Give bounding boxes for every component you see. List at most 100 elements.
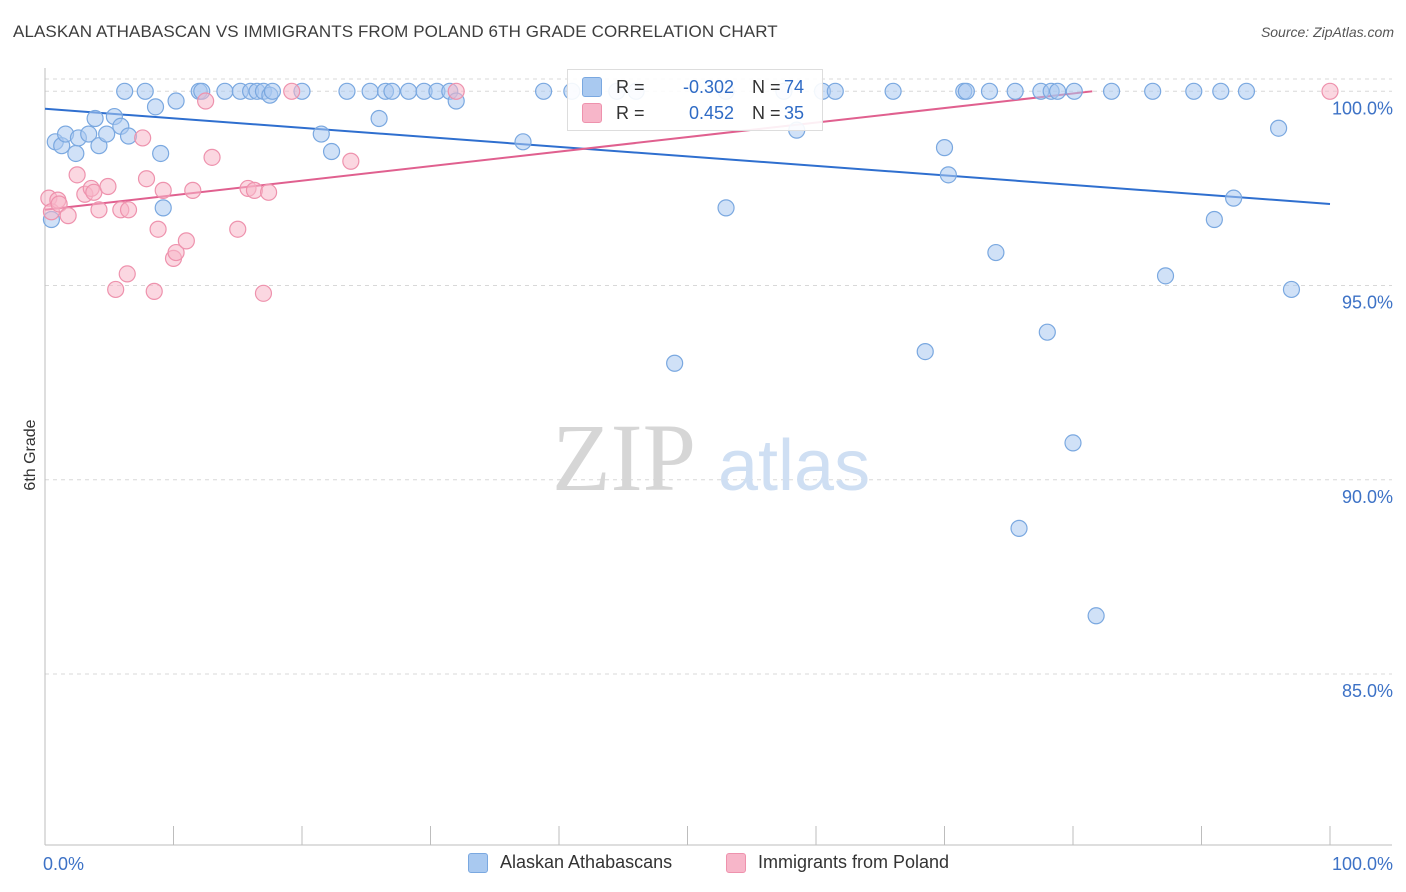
data-point-pink bbox=[50, 195, 68, 213]
points-layer bbox=[40, 82, 1339, 625]
data-point-blue bbox=[1225, 189, 1243, 207]
y-tick-label: 100.0% bbox=[1332, 98, 1393, 118]
watermark-atlas: atlas bbox=[718, 426, 870, 506]
data-point-pink bbox=[149, 220, 167, 238]
stats-legend: R = -0.302 N = 74 R = 0.452 N = 35 bbox=[567, 69, 823, 131]
data-point-blue bbox=[935, 139, 954, 157]
legend-item-pink[interactable]: Immigrants from Poland bbox=[726, 852, 949, 873]
data-point-blue bbox=[939, 166, 957, 184]
data-point-pink bbox=[107, 280, 125, 299]
stats-swatch-pink bbox=[582, 103, 602, 123]
watermark-zip: ZIP bbox=[552, 404, 696, 511]
legend-label-blue: Alaskan Athabascans bbox=[500, 852, 673, 872]
stats-row-pink: R = 0.452 N = 35 bbox=[582, 101, 804, 125]
y-tick-label: 90.0% bbox=[1342, 487, 1393, 507]
y-axis-label: 6th Grade bbox=[22, 419, 39, 490]
data-point-pink bbox=[119, 201, 138, 219]
data-point-pink bbox=[254, 284, 273, 302]
data-point-blue bbox=[98, 125, 116, 143]
data-point-pink bbox=[137, 170, 156, 188]
data-point-pink bbox=[283, 82, 301, 100]
data-point-blue bbox=[1006, 82, 1024, 100]
data-point-blue bbox=[1038, 323, 1056, 341]
legend-label-pink: Immigrants from Poland bbox=[758, 852, 950, 872]
data-point-blue bbox=[534, 82, 553, 100]
stats-row-blue: R = -0.302 N = 74 bbox=[582, 75, 804, 99]
data-point-blue bbox=[1087, 607, 1105, 625]
legend-swatch-blue bbox=[468, 852, 488, 873]
data-point-blue bbox=[1065, 82, 1083, 100]
data-point-blue bbox=[338, 82, 356, 100]
x-tick-label: 100.0% bbox=[1332, 854, 1393, 874]
data-point-blue bbox=[1185, 82, 1203, 100]
y-tick-label: 85.0% bbox=[1342, 681, 1393, 701]
data-point-pink bbox=[59, 207, 77, 225]
data-point-blue bbox=[322, 142, 341, 161]
data-point-pink bbox=[167, 243, 185, 262]
data-point-pink bbox=[203, 148, 221, 166]
data-point-blue bbox=[666, 354, 684, 372]
watermark: ZIP atlas bbox=[552, 404, 870, 511]
trend-line-blue bbox=[44, 107, 1331, 205]
data-point-blue bbox=[1212, 82, 1230, 100]
data-point-pink bbox=[154, 181, 172, 199]
grid-layer bbox=[45, 78, 1392, 675]
data-point-blue bbox=[216, 82, 234, 100]
data-point-pink bbox=[1321, 82, 1339, 100]
data-point-blue bbox=[1237, 82, 1256, 100]
data-point-blue bbox=[136, 82, 154, 100]
data-point-pink bbox=[229, 220, 247, 238]
data-point-blue bbox=[1144, 82, 1162, 100]
legend-item-blue[interactable]: Alaskan Athabascans bbox=[468, 852, 672, 873]
data-point-pink bbox=[90, 201, 108, 219]
data-point-pink bbox=[177, 232, 195, 250]
data-point-blue bbox=[361, 82, 379, 100]
data-point-blue bbox=[1048, 82, 1067, 100]
data-point-blue bbox=[1269, 119, 1288, 137]
data-point-blue bbox=[1102, 82, 1121, 100]
stats-r-value-pink: 0.452 bbox=[688, 102, 734, 123]
data-point-blue bbox=[1064, 434, 1082, 452]
data-point-pink bbox=[259, 183, 278, 201]
data-point-pink bbox=[134, 129, 152, 147]
data-point-blue bbox=[916, 343, 934, 361]
stats-r-label: R = bbox=[616, 76, 645, 97]
data-point-blue bbox=[119, 127, 138, 145]
data-point-blue bbox=[86, 109, 104, 128]
y-tick-label: 95.0% bbox=[1342, 293, 1393, 313]
data-point-blue bbox=[146, 98, 165, 116]
data-point-blue bbox=[67, 144, 85, 163]
trend-layer bbox=[44, 90, 1331, 211]
data-point-blue bbox=[717, 199, 735, 217]
stats-n-value-pink: 35 bbox=[784, 102, 805, 123]
x-tick-label: 0.0% bbox=[43, 854, 84, 874]
data-point-blue bbox=[826, 82, 844, 100]
tick-label-layer: 85.0% 90.0% 95.0% 100.0% 0.0% 100.0% bbox=[43, 98, 1393, 874]
data-point-pink bbox=[145, 282, 163, 300]
data-point-blue bbox=[167, 92, 185, 110]
data-point-pink bbox=[68, 166, 86, 184]
data-point-pink bbox=[99, 177, 117, 196]
data-point-blue bbox=[987, 243, 1005, 262]
data-point-pink bbox=[197, 92, 215, 110]
data-point-blue bbox=[884, 82, 902, 100]
data-point-blue bbox=[1010, 519, 1028, 537]
data-point-blue bbox=[957, 82, 975, 100]
data-point-blue bbox=[152, 144, 170, 163]
stats-n-label: N = bbox=[752, 76, 781, 97]
data-point-blue bbox=[1282, 280, 1301, 299]
stats-swatch-blue bbox=[582, 77, 602, 97]
data-point-blue bbox=[370, 109, 388, 128]
data-point-blue bbox=[116, 82, 134, 100]
data-point-blue bbox=[263, 82, 282, 100]
stats-n-label: N = bbox=[752, 102, 781, 123]
data-point-blue bbox=[312, 125, 330, 143]
data-point-blue bbox=[400, 82, 418, 100]
data-point-blue bbox=[1156, 267, 1175, 285]
data-point-blue bbox=[80, 125, 98, 143]
data-point-blue bbox=[514, 133, 532, 151]
bottom-legend: Alaskan Athabascans Immigrants from Pola… bbox=[0, 852, 1406, 878]
data-point-pink bbox=[184, 181, 202, 199]
data-point-blue bbox=[1205, 210, 1223, 229]
